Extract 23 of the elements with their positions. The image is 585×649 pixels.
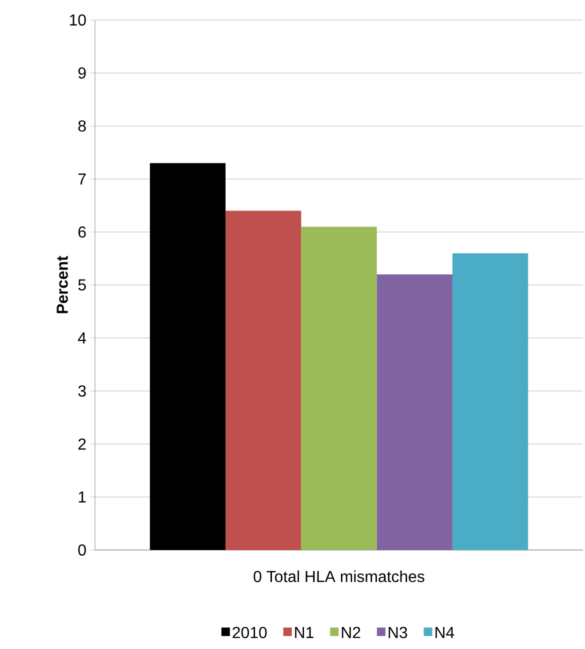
legend-label: 2010 [232,626,267,638]
y-tick-label: 7 [78,174,86,184]
legend-label: N3 [388,626,408,638]
bar [150,163,226,550]
legend-label: N1 [295,626,314,638]
y-tick-label: 6 [78,226,86,238]
y-tick-label: 5 [78,279,86,291]
x-tick-label: 0 Total HLA mismatches [254,570,424,582]
y-tick-label: 8 [78,120,86,132]
legend-label: N4 [436,626,454,638]
y-tick-label: 0 [78,544,86,556]
y-tick-label: 3 [78,385,86,397]
y-tick-label: 2 [78,438,86,450]
bar [376,274,452,550]
y-tick-label: 10 [70,14,86,26]
y-axis-title: Percent [56,256,68,314]
y-tick-label: 4 [78,332,86,344]
y-tick-label: 1 [78,492,86,502]
bar [452,253,528,550]
legend-label: N2 [342,626,360,638]
bar [301,226,377,550]
bar [226,210,302,550]
y-tick-label: 9 [78,67,86,79]
